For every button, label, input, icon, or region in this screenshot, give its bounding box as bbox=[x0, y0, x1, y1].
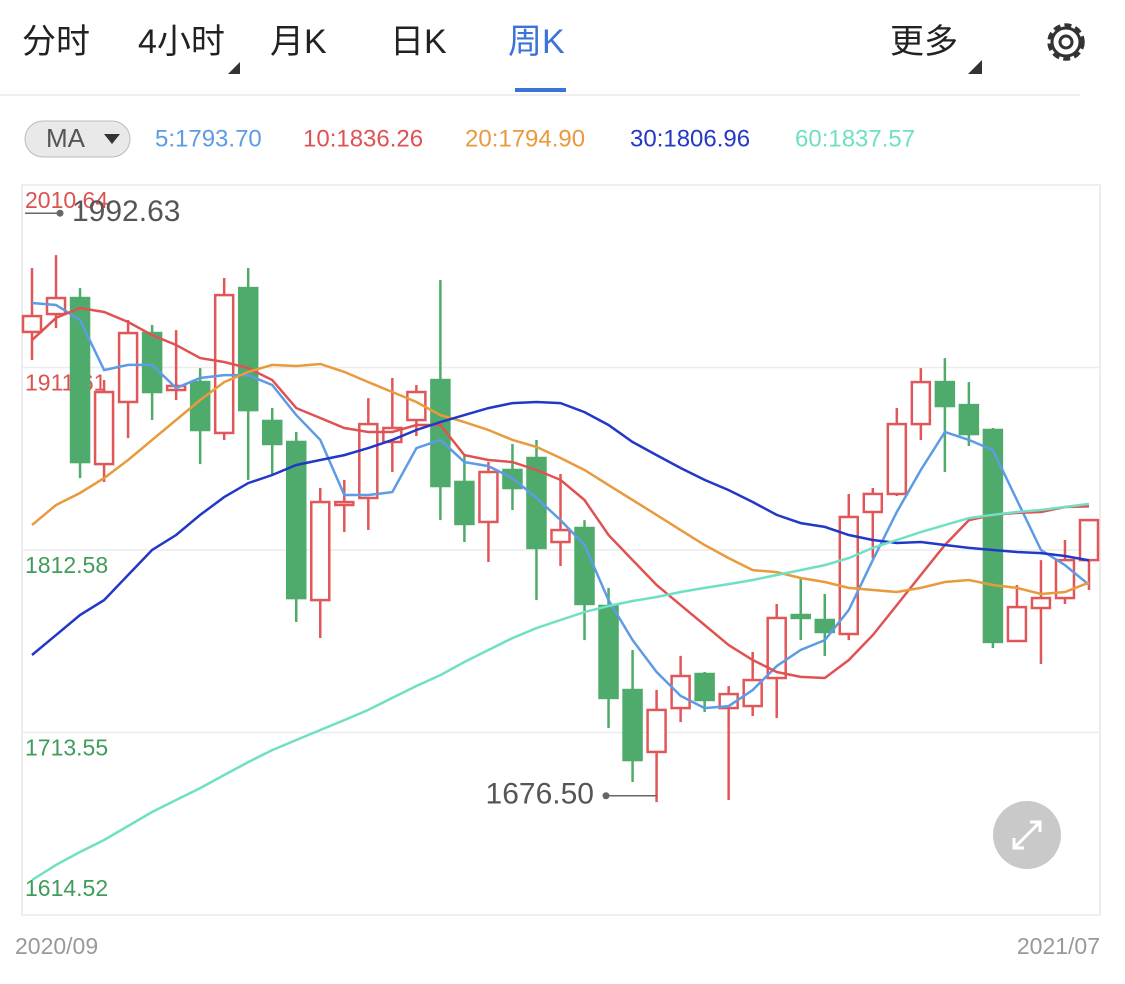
candle-body bbox=[69, 296, 91, 464]
tab-bar: 分时 4小时 月K 日K 周K bbox=[22, 23, 566, 92]
candle-body bbox=[286, 440, 307, 600]
chart: 5:1793.70 10:1836.26 20:1794.90 30:1806.96 6… bbox=[15, 125, 1100, 959]
candle-body bbox=[886, 422, 908, 496]
annotation-label: 1992.63 bbox=[72, 195, 180, 228]
ma-line bbox=[31, 362, 1090, 596]
candle-body bbox=[430, 378, 451, 488]
x-tick-label: 2021/07 bbox=[1017, 933, 1100, 959]
annotation-dot bbox=[602, 792, 610, 800]
indicator-pill[interactable] bbox=[24, 120, 131, 158]
ma-line bbox=[31, 400, 1090, 656]
x-tick-label: 2020/09 bbox=[15, 933, 98, 959]
candle-body bbox=[550, 528, 571, 544]
candle-body bbox=[454, 480, 475, 526]
legend-entry: 30:1806.96 bbox=[630, 125, 750, 152]
settings-icon[interactable] bbox=[1047, 23, 1085, 61]
candle-body bbox=[646, 708, 667, 754]
more-arrow bbox=[968, 60, 982, 74]
candle-body bbox=[838, 515, 860, 636]
tab-arrow bbox=[228, 62, 240, 74]
candle-body bbox=[358, 422, 379, 500]
ma-line bbox=[31, 502, 1090, 882]
candle-body bbox=[982, 428, 1004, 644]
candle-body bbox=[694, 672, 715, 702]
candle-body bbox=[526, 456, 547, 550]
candle-body bbox=[334, 500, 355, 507]
legend-entry: 5:1793.70 bbox=[155, 125, 262, 152]
annotation-dot bbox=[56, 209, 64, 217]
tab[interactable]: 4小时 bbox=[138, 23, 225, 61]
y-tick-label: 1911.61 bbox=[25, 370, 106, 396]
candle-body bbox=[310, 500, 331, 602]
candle-body bbox=[141, 331, 163, 394]
expand-button[interactable] bbox=[993, 801, 1061, 869]
candle-body bbox=[934, 380, 956, 408]
legend-entry: 60:1837.57 bbox=[795, 125, 915, 152]
tab-underline bbox=[515, 88, 566, 92]
tab[interactable]: 月K bbox=[270, 23, 327, 61]
candle-body bbox=[814, 618, 835, 634]
legend-entry: 20:1794.90 bbox=[465, 125, 585, 152]
annotation-label: 1676.50 bbox=[486, 778, 594, 811]
ma-line bbox=[31, 301, 1090, 710]
tab[interactable]: 日K bbox=[390, 23, 447, 61]
gear-hole bbox=[1058, 34, 1074, 50]
candle-body bbox=[261, 419, 283, 446]
indicator-label: MA bbox=[46, 123, 86, 153]
candle-body bbox=[622, 688, 643, 762]
candle-body bbox=[598, 604, 619, 700]
candle-body bbox=[1030, 596, 1052, 610]
expand-icon bbox=[1012, 820, 1042, 850]
y-tick-label: 1713.55 bbox=[25, 735, 108, 761]
more-tab[interactable]: 更多 bbox=[890, 23, 958, 61]
candle-body bbox=[1006, 605, 1028, 643]
candle-body bbox=[910, 380, 932, 426]
y-tick-label: 2010.64 bbox=[25, 187, 108, 213]
candle-body bbox=[237, 286, 259, 412]
candle-body bbox=[958, 403, 980, 436]
legend-entry: 10:1836.26 bbox=[303, 125, 423, 152]
candle-body bbox=[93, 390, 115, 466]
tab[interactable]: 周K bbox=[508, 23, 565, 61]
ma-line bbox=[31, 306, 1090, 680]
y-tick-label: 1812.58 bbox=[25, 552, 108, 578]
gear-teeth bbox=[1047, 23, 1085, 61]
candle-body bbox=[21, 314, 43, 334]
candle-body bbox=[790, 613, 811, 620]
tab[interactable]: 分时 bbox=[22, 23, 90, 61]
candle-body bbox=[478, 470, 499, 524]
gear-ring bbox=[1050, 26, 1082, 58]
candle-body bbox=[670, 674, 691, 710]
indicator-arrow bbox=[104, 134, 120, 144]
candle-body bbox=[1078, 518, 1100, 562]
candle-body bbox=[862, 492, 884, 514]
y-tick-label: 1614.52 bbox=[25, 875, 108, 901]
